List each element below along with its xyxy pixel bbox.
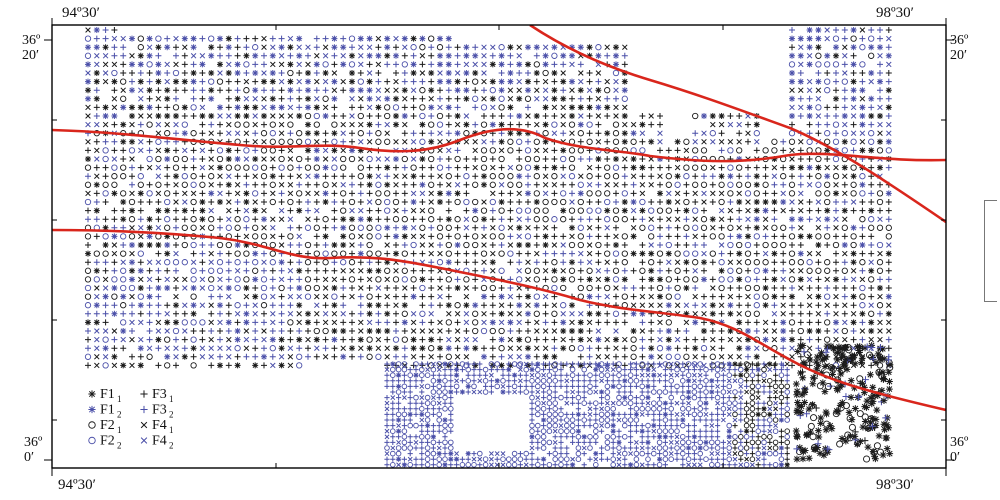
frame-ticks bbox=[44, 18, 954, 476]
plus-icon bbox=[140, 405, 148, 414]
map-background bbox=[52, 25, 946, 468]
lat-label-north-east: 36º 20′ bbox=[950, 33, 986, 63]
lat-label-north-west: 36º 20′ bbox=[22, 33, 58, 63]
lat-deg: 36º bbox=[950, 435, 969, 450]
lat-min: 20′ bbox=[22, 47, 40, 63]
legend-label: F2 bbox=[100, 418, 115, 433]
lat-min: 20′ bbox=[950, 47, 968, 63]
lon-label-top-east: 98º30′ bbox=[876, 5, 914, 21]
circle-icon bbox=[88, 436, 96, 445]
lat-min: 0′ bbox=[24, 449, 35, 465]
legend-item-f4-1: F4 1 bbox=[140, 418, 174, 435]
legend-label: F3 bbox=[152, 403, 167, 418]
lon-label-bottom-east: 98º30′ bbox=[876, 477, 914, 493]
legend-subscript: 2 bbox=[117, 410, 122, 420]
cross-icon bbox=[140, 421, 148, 429]
legend-subscript: 1 bbox=[117, 394, 122, 404]
lat-label-south-east: 36º 0′ bbox=[950, 435, 986, 465]
side-tab bbox=[984, 200, 997, 302]
lat-deg: 36º bbox=[22, 33, 41, 48]
legend-item-f1-2: F1 2 bbox=[88, 403, 122, 420]
lat-deg: 36º bbox=[24, 435, 43, 450]
legend-item-f3-1: F3 1 bbox=[140, 387, 174, 404]
legend-subscript: 1 bbox=[117, 425, 122, 435]
fault-lines bbox=[52, 25, 946, 412]
cross-icon bbox=[140, 437, 148, 444]
lat-min: 0′ bbox=[950, 449, 961, 465]
legend-label: F4 bbox=[152, 418, 167, 433]
legend-label: F1 bbox=[100, 387, 115, 402]
legend-subscript: 2 bbox=[169, 410, 174, 420]
legend-subscript: 1 bbox=[169, 394, 174, 404]
asterisk-icon bbox=[88, 390, 96, 398]
lon-label-bottom-west: 94º30′ bbox=[58, 477, 96, 493]
legend-label: F4 bbox=[152, 434, 167, 449]
legend-label: F3 bbox=[152, 387, 167, 402]
fault-line bbox=[529, 25, 946, 224]
legend-item-f1-1: F1 1 bbox=[88, 387, 122, 404]
legend-item-f2-1: F2 1 bbox=[88, 418, 122, 435]
legend-item-f2-2: F2 2 bbox=[88, 434, 122, 451]
legend-subscript: 2 bbox=[169, 441, 174, 451]
fault-line bbox=[52, 127, 946, 163]
fault-line bbox=[52, 228, 946, 412]
legend-item-f3-2: F3 2 bbox=[140, 403, 174, 420]
circle-icon bbox=[88, 421, 96, 429]
legend-label: F1 bbox=[100, 403, 115, 418]
lat-label-south-west: 36º 0′ bbox=[24, 435, 60, 465]
legend-subscript: 1 bbox=[169, 425, 174, 435]
lat-deg: 36º bbox=[950, 33, 969, 48]
legend-item-f4-2: F4 2 bbox=[140, 434, 174, 451]
asterisk-icon bbox=[88, 405, 96, 414]
lon-label-top-west: 94º30′ bbox=[62, 5, 100, 21]
legend-label: F2 bbox=[100, 434, 115, 449]
plus-icon bbox=[140, 390, 148, 398]
legend: F1 1F1 2F2 1F2 2F3 1F3 2F4 1F4 2 bbox=[88, 387, 174, 451]
legend-subscript: 2 bbox=[117, 441, 122, 451]
